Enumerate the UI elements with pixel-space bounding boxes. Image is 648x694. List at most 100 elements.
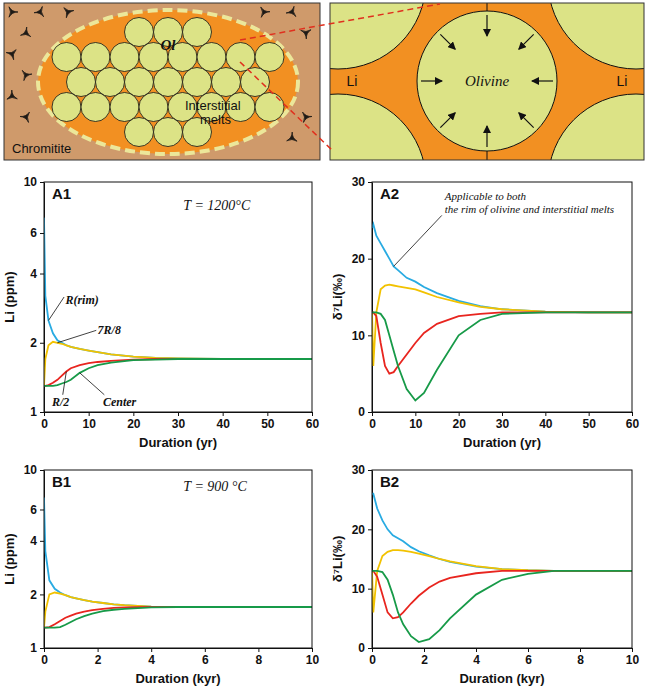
olivine-grain xyxy=(67,68,96,97)
chromite-grain xyxy=(22,70,32,80)
tick: 2 xyxy=(95,648,102,667)
tick: 40 xyxy=(539,412,553,431)
series-line xyxy=(44,359,312,386)
tick: 20 xyxy=(352,523,372,537)
label: Li xyxy=(617,73,628,89)
tick-label: 20 xyxy=(127,417,141,431)
plot-area xyxy=(372,494,632,642)
tick: 4 xyxy=(148,648,155,667)
tick-label: 1 xyxy=(30,641,37,655)
tick-mark xyxy=(223,412,224,416)
tick-label: 20 xyxy=(352,252,366,266)
tick-label: 4 xyxy=(30,267,37,281)
tick-label: 0 xyxy=(41,417,48,431)
olivine-grain xyxy=(110,93,139,122)
tick: 8 xyxy=(256,648,263,667)
plot-area xyxy=(44,218,312,386)
olivine-grain xyxy=(139,93,168,122)
tick-label: 2 xyxy=(30,336,37,350)
series-line xyxy=(44,607,312,628)
chromite-grain xyxy=(286,6,296,16)
tick: 30 xyxy=(352,175,372,189)
tick-label: 2 xyxy=(30,588,37,602)
diffusion-arrow xyxy=(440,34,455,49)
panel-frame xyxy=(4,3,320,160)
chromite-grain xyxy=(6,50,16,60)
tick: 2 xyxy=(30,588,44,602)
tick-mark xyxy=(205,648,206,652)
tick: 0 xyxy=(369,412,376,431)
y-axis-title: Li (ppm) xyxy=(2,533,17,584)
tick-label: 0 xyxy=(369,653,376,667)
y-axis: 0 10 20 30 xyxy=(352,463,373,655)
tick-mark xyxy=(589,412,590,416)
tick-label: 30 xyxy=(352,175,366,189)
olivine-grain xyxy=(417,11,557,151)
label: Ol xyxy=(161,37,177,53)
tick-label: 0 xyxy=(358,641,365,655)
tick: 10 xyxy=(352,329,372,343)
tick-mark xyxy=(415,412,416,416)
olivine-grain xyxy=(110,43,139,72)
tick: 0 xyxy=(358,641,372,655)
tick-mark xyxy=(40,274,44,275)
tick: 2 xyxy=(30,336,44,350)
tick-mark xyxy=(368,589,372,590)
label: Interstitial xyxy=(185,98,241,113)
tick-label: 60 xyxy=(306,417,320,431)
curve-label: R/2 xyxy=(51,395,69,409)
tick: 0 xyxy=(369,648,376,667)
tick-mark xyxy=(545,412,546,416)
tick-label: 0 xyxy=(369,417,376,431)
tick: 30 xyxy=(352,463,372,477)
tick: 6 xyxy=(30,226,44,240)
tick: 20 xyxy=(127,412,141,431)
panel-label: B1 xyxy=(52,473,71,490)
tick: 4 xyxy=(30,267,44,281)
tick-mark xyxy=(312,412,313,416)
label: Li xyxy=(347,73,358,89)
tick: 0 xyxy=(41,648,48,667)
chromite-grain xyxy=(287,132,297,141)
tick-label: 8 xyxy=(577,653,584,667)
tick-mark xyxy=(178,412,179,416)
tick-label: 8 xyxy=(256,653,263,667)
tick-mark xyxy=(40,648,44,649)
chromite-grain xyxy=(9,7,18,17)
tick: 10 xyxy=(352,582,372,596)
tick-mark xyxy=(98,648,99,652)
tick-mark xyxy=(40,509,44,510)
olivine-grain xyxy=(154,118,183,147)
series-line xyxy=(44,359,312,386)
tick: 20 xyxy=(352,252,372,266)
tick-mark xyxy=(424,648,425,652)
diffusion-arrow xyxy=(440,113,455,128)
figure: OlInterstitialmeltsChromititeLiLiOlivine… xyxy=(0,0,648,694)
olivine-grain xyxy=(81,43,110,72)
chart-panel: 01020304050600102030A2Duration (yr)δ⁷Li(… xyxy=(330,175,639,450)
tick-mark xyxy=(528,648,529,652)
tick-mark xyxy=(476,648,477,652)
olivine-grain xyxy=(255,93,284,122)
tick-mark xyxy=(89,412,90,416)
tick: 10 xyxy=(626,648,640,667)
plot-area xyxy=(372,224,632,400)
series-line xyxy=(372,571,632,642)
diffusion-arrow xyxy=(519,34,534,49)
tick: 6 xyxy=(202,648,209,667)
tick: 30 xyxy=(496,412,510,431)
olivine-grain xyxy=(125,118,154,147)
matrix-background xyxy=(4,3,320,160)
tick: 10 xyxy=(306,648,320,667)
tick-mark xyxy=(312,648,313,652)
tick: 50 xyxy=(261,412,275,431)
tick-mark xyxy=(580,648,581,652)
label: Olivine xyxy=(465,73,509,89)
series-line xyxy=(44,593,312,628)
tick: 2 xyxy=(421,648,428,667)
plot-frame xyxy=(44,470,312,648)
olivine-grain xyxy=(548,3,644,69)
tick-label: 60 xyxy=(626,417,640,431)
tick-label: 6 xyxy=(30,226,37,240)
panel-label: B2 xyxy=(380,473,399,490)
